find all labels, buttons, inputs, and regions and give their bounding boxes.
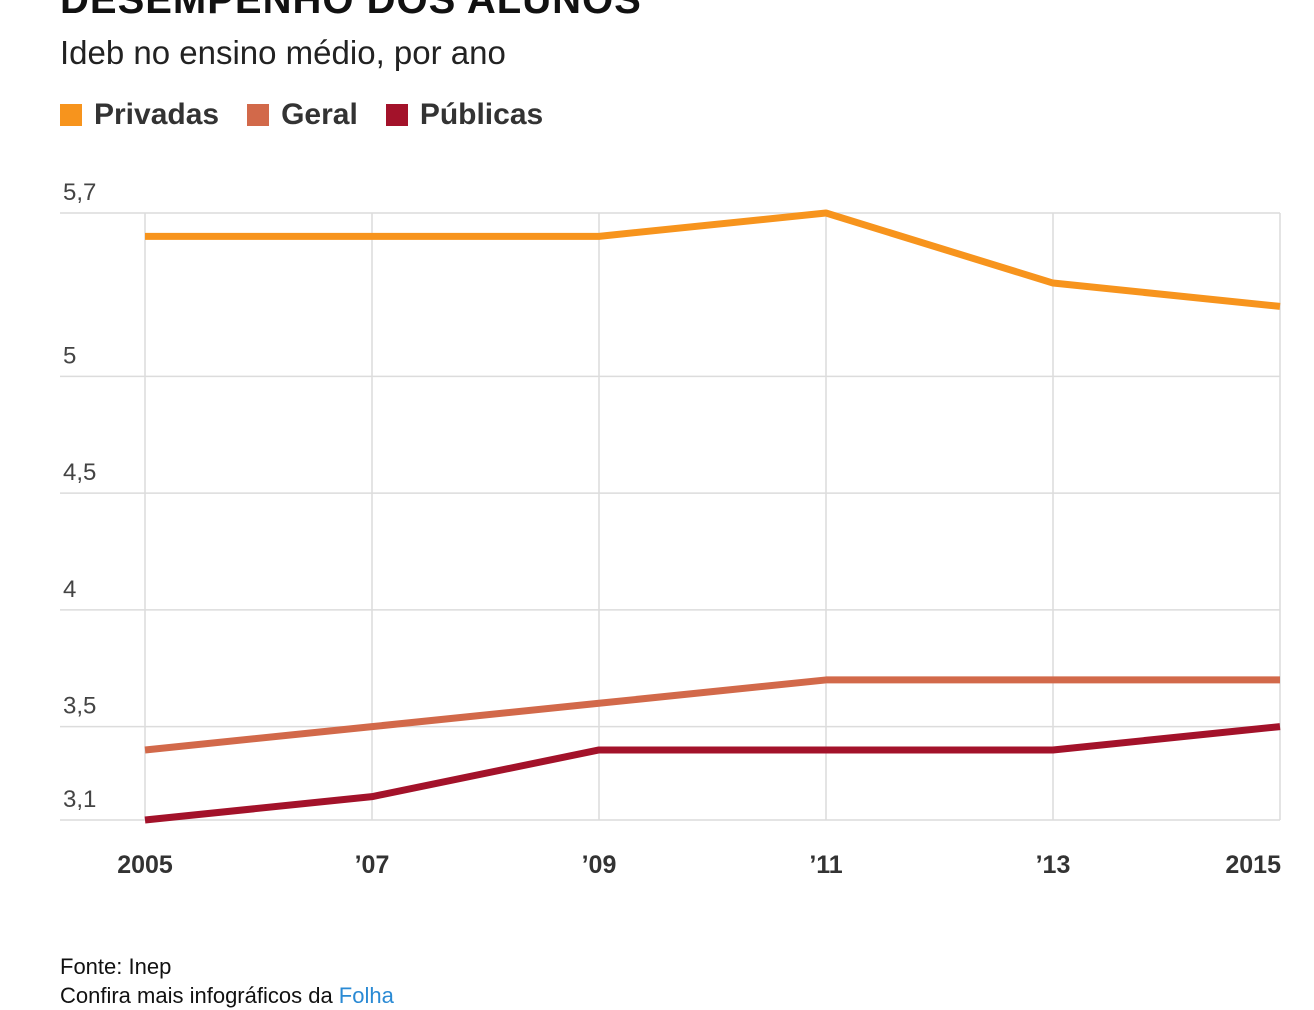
footer: Fonte: Inep Confira mais infográficos da… [60,952,394,1010]
x-tick-label: 2015 [1225,851,1281,879]
chart-subtitle: Ideb no ensino médio, por ano [60,34,506,71]
series-line-privadas [145,209,1281,310]
x-tick-label: 2005 [117,851,173,879]
x-tick-label: ’09 [582,851,617,879]
x-tick-label: ’11 [809,851,842,879]
y-tick-label: 5,7 [63,179,96,206]
x-tick-label: ’13 [1036,851,1071,879]
legend-label-publicas: Públicas [419,98,544,131]
y-tick-label: 4,5 [63,459,96,486]
y-tick-label: 3,5 [63,693,96,720]
y-tick-label: 5 [63,342,76,369]
folha-link[interactable]: Folha [338,983,394,1008]
legend-item-geral: Geral [247,98,358,132]
legend-item-publicas: Públicas [385,98,544,132]
more-infographics-note: Confira mais infográficos da Folha [60,981,394,1010]
legend-item-privadas: Privadas [60,98,219,132]
y-tick-label: 3,1 [63,786,96,813]
y-tick-label: 4 [63,576,76,603]
legend-swatch-publicas [385,104,408,126]
line-chart: 3,1 3,5 4 4,5 5 5,7 2005 ’07 ’09 ’11 ’13 2015 [60,179,1281,879]
legend-label-privadas: Privadas [94,98,220,131]
more-infographics-text: Confira mais infográficos da [60,983,339,1008]
legend-label-geral: Geral [281,98,358,131]
series-line-publicas [144,723,1281,824]
chart-title: DESEMPENHO DOS ALUNOS [60,0,642,22]
x-tick-label: ’07 [355,851,390,879]
source-note: Fonte: Inep [60,954,172,979]
legend-swatch-geral [247,104,270,126]
series-line-geral [144,676,1280,754]
legend-swatch-privadas [60,104,82,126]
legend: Privadas Geral Públicas [60,98,543,132]
